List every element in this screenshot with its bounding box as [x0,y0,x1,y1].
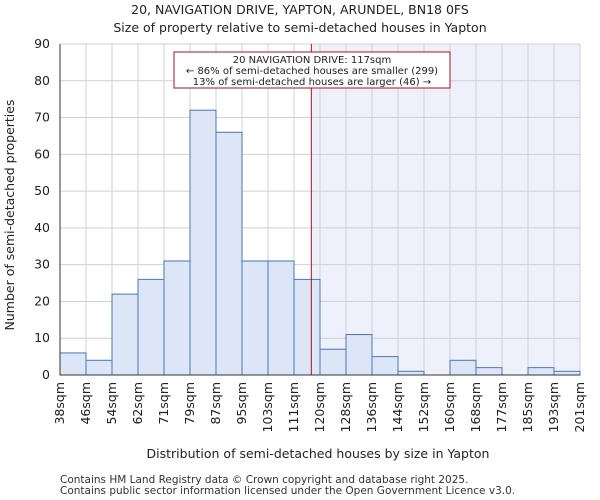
histogram-bar [85,359,113,376]
histogram-bar [475,367,503,376]
histogram-bar [241,260,269,376]
histogram-bar [553,370,581,376]
x-tick-label: 136sqm [364,382,379,432]
x-tick-label: 168sqm [468,382,483,432]
y-tick-label: 60 [34,146,50,161]
histogram-bar [267,260,295,376]
y-tick-label: 70 [34,110,50,125]
larger-properties-shade [311,44,580,375]
x-tick-label: 177sqm [494,382,509,432]
histogram-bar [189,109,217,376]
histogram-bar [397,370,425,376]
x-tick-label: 103sqm [260,382,275,432]
x-tick-label: 54sqm [104,382,119,425]
histogram-bar [293,278,321,376]
histogram-bar [527,367,555,376]
y-tick-label: 20 [34,293,50,308]
histogram-bar [319,348,347,376]
y-axis-label: Number of semi-detached properties [2,100,17,331]
footer-line-1: Contains HM Land Registry data © Crown c… [60,474,468,486]
x-tick-label: 120sqm [312,382,327,432]
x-tick-label: 111sqm [286,382,301,432]
x-tick-label: 79sqm [182,382,197,425]
chart-title-line-2: Size of property relative to semi-detach… [113,20,486,35]
histogram-bar [111,293,139,376]
y-tick-label: 0 [42,367,50,382]
x-tick-label: 38sqm [52,382,67,425]
x-tick-label: 144sqm [390,382,405,432]
histogram-bar [59,352,87,376]
histogram-bar [449,359,477,376]
histogram-bar [215,131,243,376]
x-tick-label: 160sqm [442,382,457,432]
x-tick-label: 62sqm [130,382,145,425]
x-tick-label: 185sqm [520,382,535,432]
annotation-line: 13% of semi-detached houses are larger (… [193,77,431,88]
x-tick-label: 128sqm [338,382,353,432]
x-tick-label: 95sqm [234,382,249,425]
x-tick-label: 193sqm [546,382,561,432]
histogram-bar [345,334,373,376]
y-tick-label: 90 [34,36,50,51]
y-tick-label: 50 [34,183,50,198]
y-tick-label: 10 [34,330,50,345]
annotation-line: 20 NAVIGATION DRIVE: 117sqm [233,55,391,66]
chart-title-line-1: 20, NAVIGATION DRIVE, YAPTON, ARUNDEL, B… [131,2,469,17]
y-tick-label: 80 [34,73,50,88]
footer-line-2: Contains public sector information licen… [60,485,515,497]
x-tick-label: 71sqm [156,382,171,425]
histogram-bar [137,278,165,376]
x-tick-label: 152sqm [416,382,431,432]
x-tick-label: 46sqm [78,382,93,425]
x-tick-label: 87sqm [208,382,223,425]
x-tick-label: 201sqm [572,382,587,432]
histogram-bar [371,356,399,376]
annotation-box [173,51,451,89]
histogram-bar [163,260,191,376]
annotation-line: ← 86% of semi-detached houses are smalle… [186,66,438,77]
x-axis-label: Distribution of semi-detached houses by … [147,446,490,461]
plot-area: 0 10 20 30 40 50 60 70 80 90 38sqm 46sqm 54sqm 62sqm 7… [34,36,587,432]
y-tick-label: 40 [34,220,50,235]
y-tick-label: 30 [34,257,50,272]
